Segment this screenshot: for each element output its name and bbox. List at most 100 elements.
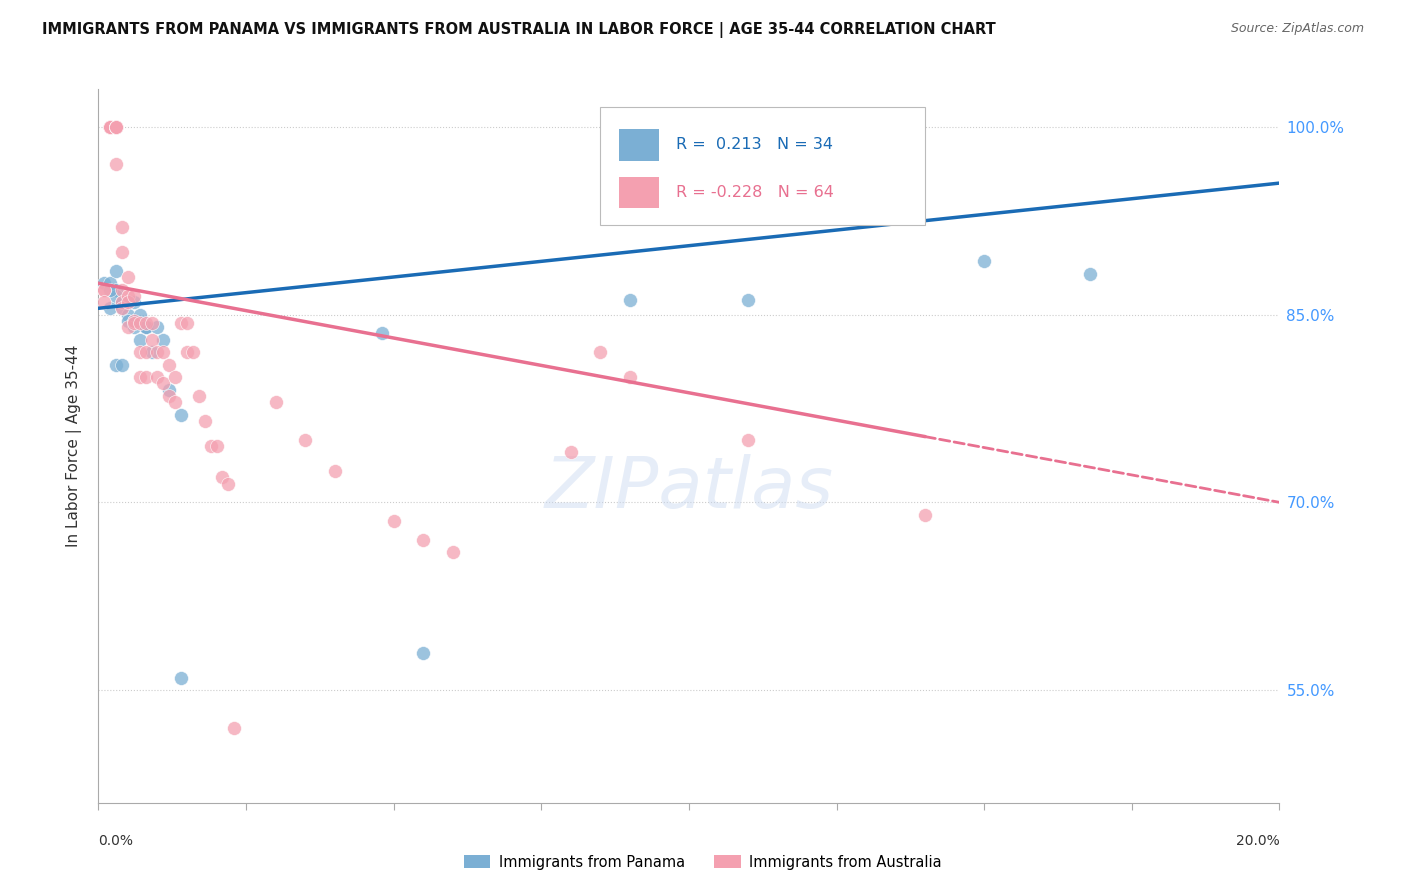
FancyBboxPatch shape xyxy=(619,177,659,209)
Point xyxy=(135,320,157,334)
Point xyxy=(105,289,128,303)
Point xyxy=(412,646,434,660)
Point xyxy=(176,316,198,330)
Point xyxy=(371,326,394,341)
Point xyxy=(122,316,145,330)
Point xyxy=(117,308,139,322)
Point xyxy=(181,345,204,359)
Text: Source: ZipAtlas.com: Source: ZipAtlas.com xyxy=(1230,22,1364,36)
Point xyxy=(914,508,936,522)
Point xyxy=(98,301,121,316)
Y-axis label: In Labor Force | Age 35-44: In Labor Force | Age 35-44 xyxy=(66,345,83,547)
Point xyxy=(105,157,128,171)
Point xyxy=(152,345,174,359)
Text: 20.0%: 20.0% xyxy=(1236,834,1279,848)
Point xyxy=(128,316,150,330)
Point xyxy=(165,370,187,384)
Point xyxy=(211,470,233,484)
Point xyxy=(117,320,139,334)
Point xyxy=(128,308,150,322)
FancyBboxPatch shape xyxy=(600,107,925,225)
Point xyxy=(165,395,187,409)
Point xyxy=(157,358,180,372)
Point xyxy=(224,721,246,735)
Point xyxy=(441,545,464,559)
Point xyxy=(128,370,150,384)
Point xyxy=(170,408,193,422)
Point xyxy=(176,345,198,359)
Point xyxy=(98,120,121,134)
Point xyxy=(619,293,641,307)
Point xyxy=(122,314,145,328)
Point xyxy=(323,464,346,478)
Point xyxy=(98,120,121,134)
Text: R = -0.228   N = 64: R = -0.228 N = 64 xyxy=(676,186,834,200)
Point xyxy=(146,320,169,334)
Point xyxy=(412,533,434,547)
Point xyxy=(205,439,228,453)
Point xyxy=(93,283,115,297)
Point xyxy=(105,120,128,134)
Point xyxy=(105,120,128,134)
Point xyxy=(135,320,157,334)
Point xyxy=(1080,268,1102,282)
Point xyxy=(105,358,128,372)
Point xyxy=(128,345,150,359)
Point xyxy=(135,370,157,384)
Point xyxy=(294,433,316,447)
Point xyxy=(117,270,139,285)
Point xyxy=(111,301,134,316)
Point xyxy=(111,295,134,310)
Point xyxy=(122,289,145,303)
Point xyxy=(117,314,139,328)
Point xyxy=(187,389,209,403)
Point xyxy=(111,301,134,316)
Point xyxy=(157,383,180,397)
Legend: Immigrants from Panama, Immigrants from Australia: Immigrants from Panama, Immigrants from … xyxy=(458,849,948,876)
Point xyxy=(146,370,169,384)
Point xyxy=(135,316,157,330)
Text: ZIPatlas: ZIPatlas xyxy=(544,454,834,524)
Point xyxy=(200,439,222,453)
Point xyxy=(111,295,134,310)
Point xyxy=(117,289,139,303)
Point xyxy=(152,376,174,391)
Point xyxy=(98,120,121,134)
Point xyxy=(264,395,287,409)
Point xyxy=(111,283,134,297)
Point xyxy=(382,514,405,528)
Point xyxy=(157,389,180,403)
Point xyxy=(560,445,582,459)
Point xyxy=(105,120,128,134)
Point xyxy=(141,333,163,347)
Point xyxy=(152,333,174,347)
Point xyxy=(973,253,995,268)
Point xyxy=(135,320,157,334)
Point xyxy=(111,358,134,372)
Point xyxy=(111,219,134,234)
Point xyxy=(98,277,121,291)
Point xyxy=(141,345,163,359)
Point xyxy=(737,293,759,307)
Text: IMMIGRANTS FROM PANAMA VS IMMIGRANTS FROM AUSTRALIA IN LABOR FORCE | AGE 35-44 C: IMMIGRANTS FROM PANAMA VS IMMIGRANTS FRO… xyxy=(42,22,995,38)
Point xyxy=(619,370,641,384)
Point xyxy=(589,345,612,359)
Point xyxy=(117,295,139,310)
Point xyxy=(217,476,239,491)
Point xyxy=(93,283,115,297)
Point xyxy=(98,120,121,134)
Text: R =  0.213   N = 34: R = 0.213 N = 34 xyxy=(676,137,832,153)
Point xyxy=(737,433,759,447)
Point xyxy=(122,320,145,334)
Point xyxy=(122,314,145,328)
Point xyxy=(170,671,193,685)
Point xyxy=(128,333,150,347)
Point xyxy=(122,295,145,310)
Point xyxy=(98,283,121,297)
Point xyxy=(135,345,157,359)
Point xyxy=(98,120,121,134)
Point xyxy=(194,414,217,428)
Point xyxy=(105,264,128,278)
Text: 0.0%: 0.0% xyxy=(98,834,134,848)
Point xyxy=(146,345,169,359)
